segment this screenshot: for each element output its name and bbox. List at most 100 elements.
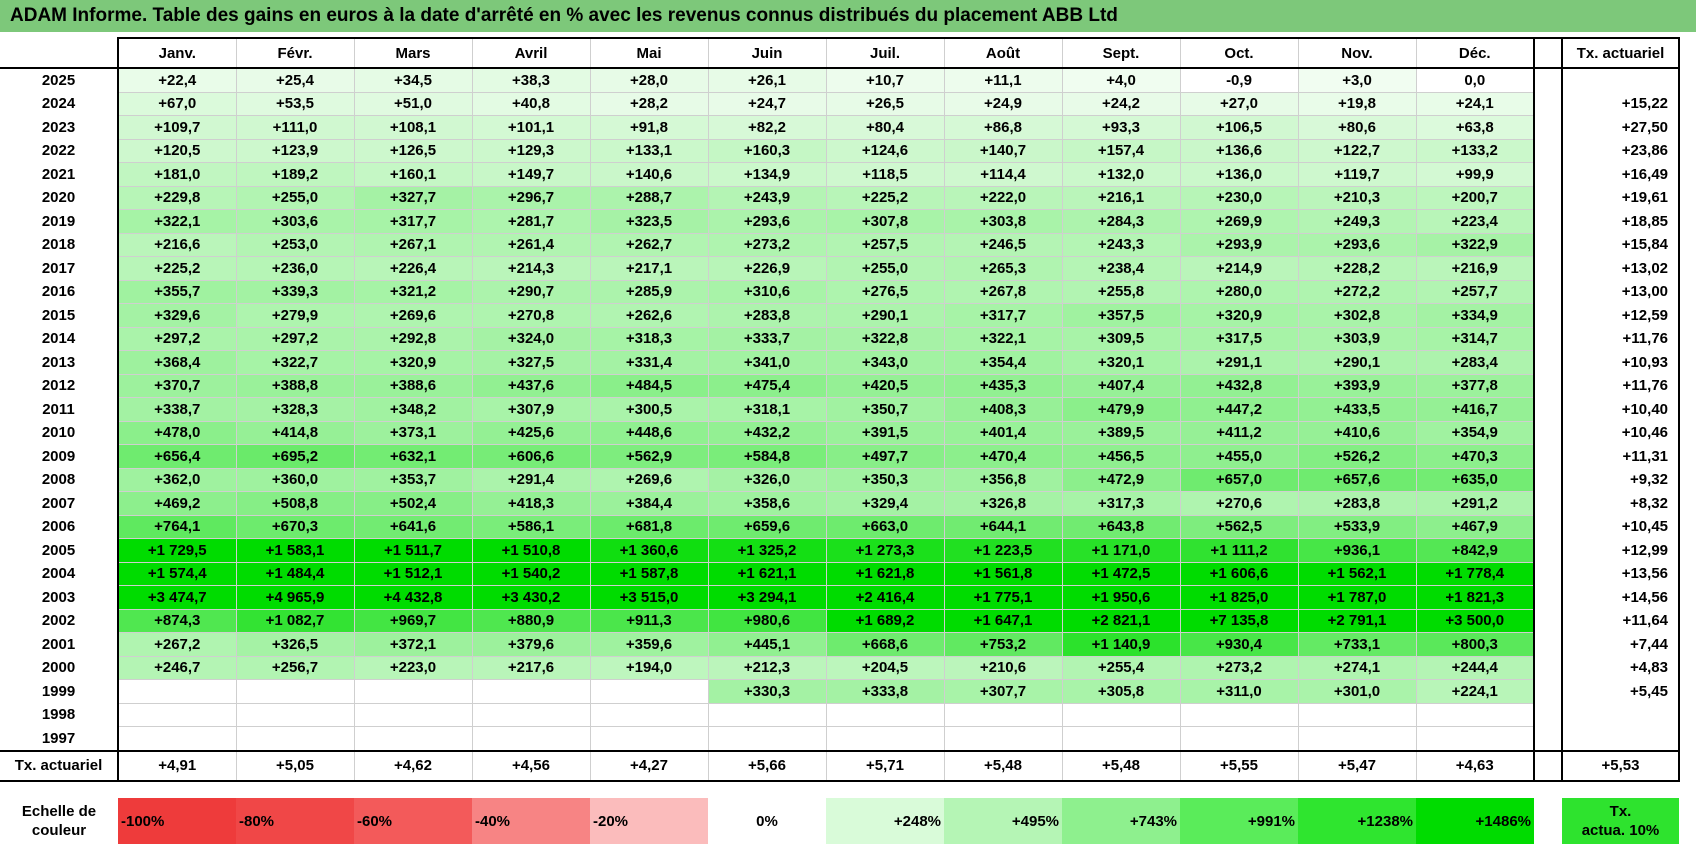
gain-cell: +262,7 xyxy=(589,232,709,257)
gain-cell: +120,5 xyxy=(117,138,237,163)
actuarial-10-line2: actua. 10% xyxy=(1581,822,1660,839)
year-label: 2024 xyxy=(0,92,119,116)
gain-cell: +26,5 xyxy=(825,91,945,116)
gain-cell: +373,1 xyxy=(353,420,473,445)
row-actuarial-rate: +7,44 xyxy=(1561,632,1680,656)
gain-cell: +333,7 xyxy=(707,326,827,351)
month-header: Janv. xyxy=(117,37,237,69)
gain-cell: +432,8 xyxy=(1179,373,1299,398)
gain-cell: +969,7 xyxy=(353,608,473,633)
gain-cell: +1 511,7 xyxy=(353,538,473,563)
gain-cell: +562,9 xyxy=(589,444,709,469)
year-label: 2021 xyxy=(0,162,119,186)
year-label: 2015 xyxy=(0,303,119,327)
gain-cell: +388,8 xyxy=(235,373,355,398)
gain-cell: +293,6 xyxy=(1297,232,1417,257)
gain-cell: +418,3 xyxy=(471,491,591,516)
gain-cell: +279,9 xyxy=(235,303,355,328)
gain-cell: +1 540,2 xyxy=(471,561,591,586)
gain-cell: +134,9 xyxy=(707,162,827,187)
row-actuarial-rate: +11,76 xyxy=(1561,374,1680,398)
gain-cell: +584,8 xyxy=(707,444,827,469)
gain-cell xyxy=(1297,702,1417,727)
year-row: 2025 +22,4 +25,4 +34,5 +38,3 +28,0 +26,1 +10,7 +… xyxy=(0,67,1680,93)
gain-cell: +230,0 xyxy=(1179,185,1299,210)
year-label: 2023 xyxy=(0,115,119,139)
year-label: 2016 xyxy=(0,280,119,304)
footer-rate: +4,62 xyxy=(353,749,473,782)
column-gap xyxy=(1534,703,1562,727)
gain-cell: +114,4 xyxy=(943,162,1063,187)
gain-cell: +63,8 xyxy=(1415,115,1535,140)
gain-cell: +586,1 xyxy=(471,514,591,539)
column-gap xyxy=(1534,632,1562,656)
gain-cell: +328,3 xyxy=(235,397,355,422)
gain-cell: +290,1 xyxy=(825,303,945,328)
footer-rate: +4,63 xyxy=(1415,749,1535,782)
month-header: Mai xyxy=(589,37,709,69)
gain-cell xyxy=(825,702,945,727)
gain-cell: +51,0 xyxy=(353,91,473,116)
gain-cell: +657,6 xyxy=(1297,467,1417,492)
column-gap xyxy=(1534,538,1562,562)
gain-cell: +140,6 xyxy=(589,162,709,187)
gain-cell: +407,4 xyxy=(1061,373,1181,398)
row-actuarial-rate: +16,49 xyxy=(1561,162,1680,186)
column-gap xyxy=(1534,656,1562,680)
gain-cell: +456,5 xyxy=(1061,444,1181,469)
gain-cell: +106,5 xyxy=(1179,115,1299,140)
gain-cell: +301,0 xyxy=(1297,679,1417,704)
gain-cell: +874,3 xyxy=(117,608,237,633)
gain-cell: +1 775,1 xyxy=(943,585,1063,610)
gain-cell: +291,2 xyxy=(1415,491,1535,516)
gain-cell: +562,5 xyxy=(1179,514,1299,539)
gain-cell: +149,7 xyxy=(471,162,591,187)
column-gap xyxy=(1534,256,1562,280)
gain-cell: +212,3 xyxy=(707,655,827,680)
gain-cell: +320,9 xyxy=(1179,303,1299,328)
gain-cell: +317,7 xyxy=(353,209,473,234)
gain-cell: +214,3 xyxy=(471,256,591,281)
row-actuarial-rate: +27,50 xyxy=(1561,115,1680,139)
row-actuarial-rate: +11,64 xyxy=(1561,609,1680,633)
gain-cell: +24,9 xyxy=(943,91,1063,116)
gain-cell: +368,4 xyxy=(117,350,237,375)
gain-cell: +80,6 xyxy=(1297,115,1417,140)
year-label: 2013 xyxy=(0,350,119,374)
gain-cell xyxy=(1415,702,1535,727)
color-scale-swatch: +248% xyxy=(826,798,944,844)
gain-cell: +1 512,1 xyxy=(353,561,473,586)
gain-cell: +267,1 xyxy=(353,232,473,257)
row-actuarial-rate: +10,93 xyxy=(1561,350,1680,374)
year-row: 2015 +329,6 +279,9 +269,6 +270,8 +262,6 +283,8… xyxy=(0,303,1680,328)
gain-cell: +310,6 xyxy=(707,279,827,304)
gain-cell: +283,4 xyxy=(1415,350,1535,375)
gain-cell: +297,2 xyxy=(235,326,355,351)
gain-cell: +353,7 xyxy=(353,467,473,492)
gain-cell: +1 171,0 xyxy=(1061,538,1181,563)
gain-cell: +355,7 xyxy=(117,279,237,304)
gain-cell: +292,8 xyxy=(353,326,473,351)
gain-cell xyxy=(353,726,473,751)
gain-cell xyxy=(943,702,1063,727)
year-label: 2019 xyxy=(0,209,119,233)
gain-cell: +360,0 xyxy=(235,467,355,492)
gain-cell: +1 223,5 xyxy=(943,538,1063,563)
color-scale-swatch: +1486% xyxy=(1416,798,1534,844)
column-gap xyxy=(1534,798,1562,844)
year-label: 2020 xyxy=(0,186,119,210)
year-row: 2008 +362,0 +360,0 +353,7 +291,4 +269,6 +326,0… xyxy=(0,467,1680,492)
gain-cell: +334,9 xyxy=(1415,303,1535,328)
gain-cell: +695,2 xyxy=(235,444,355,469)
year-row: 2000 +246,7 +256,7 +223,0 +217,6 +194,0 +212,3… xyxy=(0,655,1680,680)
gain-cell: +226,4 xyxy=(353,256,473,281)
gain-cell: +86,8 xyxy=(943,115,1063,140)
gain-cell xyxy=(589,679,709,704)
gain-cell: +291,4 xyxy=(471,467,591,492)
gain-cell: +216,6 xyxy=(117,232,237,257)
year-row: 2022 +120,5 +123,9 +126,5 +129,3 +133,1 +160,3… xyxy=(0,138,1680,163)
column-gap xyxy=(1534,115,1562,139)
gain-cell: +118,5 xyxy=(825,162,945,187)
month-header: Nov. xyxy=(1297,37,1417,69)
gain-cell: +24,2 xyxy=(1061,91,1181,116)
